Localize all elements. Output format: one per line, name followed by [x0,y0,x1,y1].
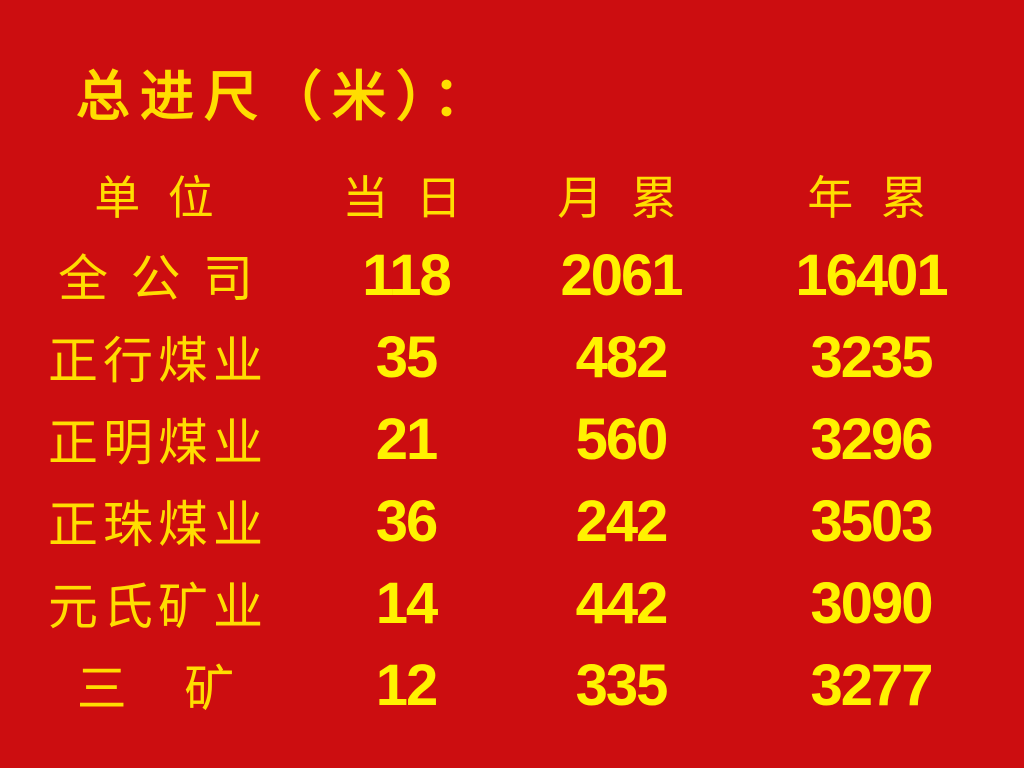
unit-cell: 正珠煤业 [48,497,268,553]
daily-cell: 118 [362,242,452,308]
slide-title: 总进尺（米）： [76,67,497,127]
year-cell: 3235 [810,324,933,390]
header-daily: 当 日 [342,173,470,224]
table-row: 三 矿 12 335 3277 [0,644,1010,726]
table-header-row: 单 位 当 日 月 累 年 累 [0,156,1010,234]
month-cell: 335 [575,652,669,718]
unit-cell: 正行煤业 [48,333,268,389]
daily-cell: 12 [375,652,439,718]
month-cell: 560 [575,406,669,472]
daily-cell: 36 [375,488,439,554]
header-month: 月 累 [557,173,685,224]
daily-cell: 14 [375,570,439,636]
unit-cell: 元氏矿业 [48,579,268,635]
footage-table: 单 位 当 日 月 累 年 累 全 公 司 118 2061 16401 正行煤… [0,156,1010,726]
table-row: 正明煤业 21 560 3296 [0,398,1010,480]
table-row: 全 公 司 118 2061 16401 [0,234,1010,316]
table-row: 正行煤业 35 482 3235 [0,316,1010,398]
table-row: 元氏矿业 14 442 3090 [0,562,1010,644]
year-cell: 3503 [810,488,933,554]
year-cell: 3296 [810,406,933,472]
year-cell: 16401 [795,242,948,308]
daily-cell: 35 [375,324,439,390]
month-cell: 442 [575,570,669,636]
unit-cell: 正明煤业 [48,415,268,471]
header-unit: 单 位 [94,173,222,224]
unit-cell: 全 公 司 [58,251,258,307]
table-row: 正珠煤业 36 242 3503 [0,480,1010,562]
month-cell: 242 [575,488,669,554]
header-year: 年 累 [807,173,935,224]
unit-cell: 三 矿 [76,661,240,717]
year-cell: 3277 [810,652,933,718]
month-cell: 482 [575,324,669,390]
year-cell: 3090 [810,570,933,636]
daily-cell: 21 [375,406,439,472]
month-cell: 2061 [560,242,683,308]
